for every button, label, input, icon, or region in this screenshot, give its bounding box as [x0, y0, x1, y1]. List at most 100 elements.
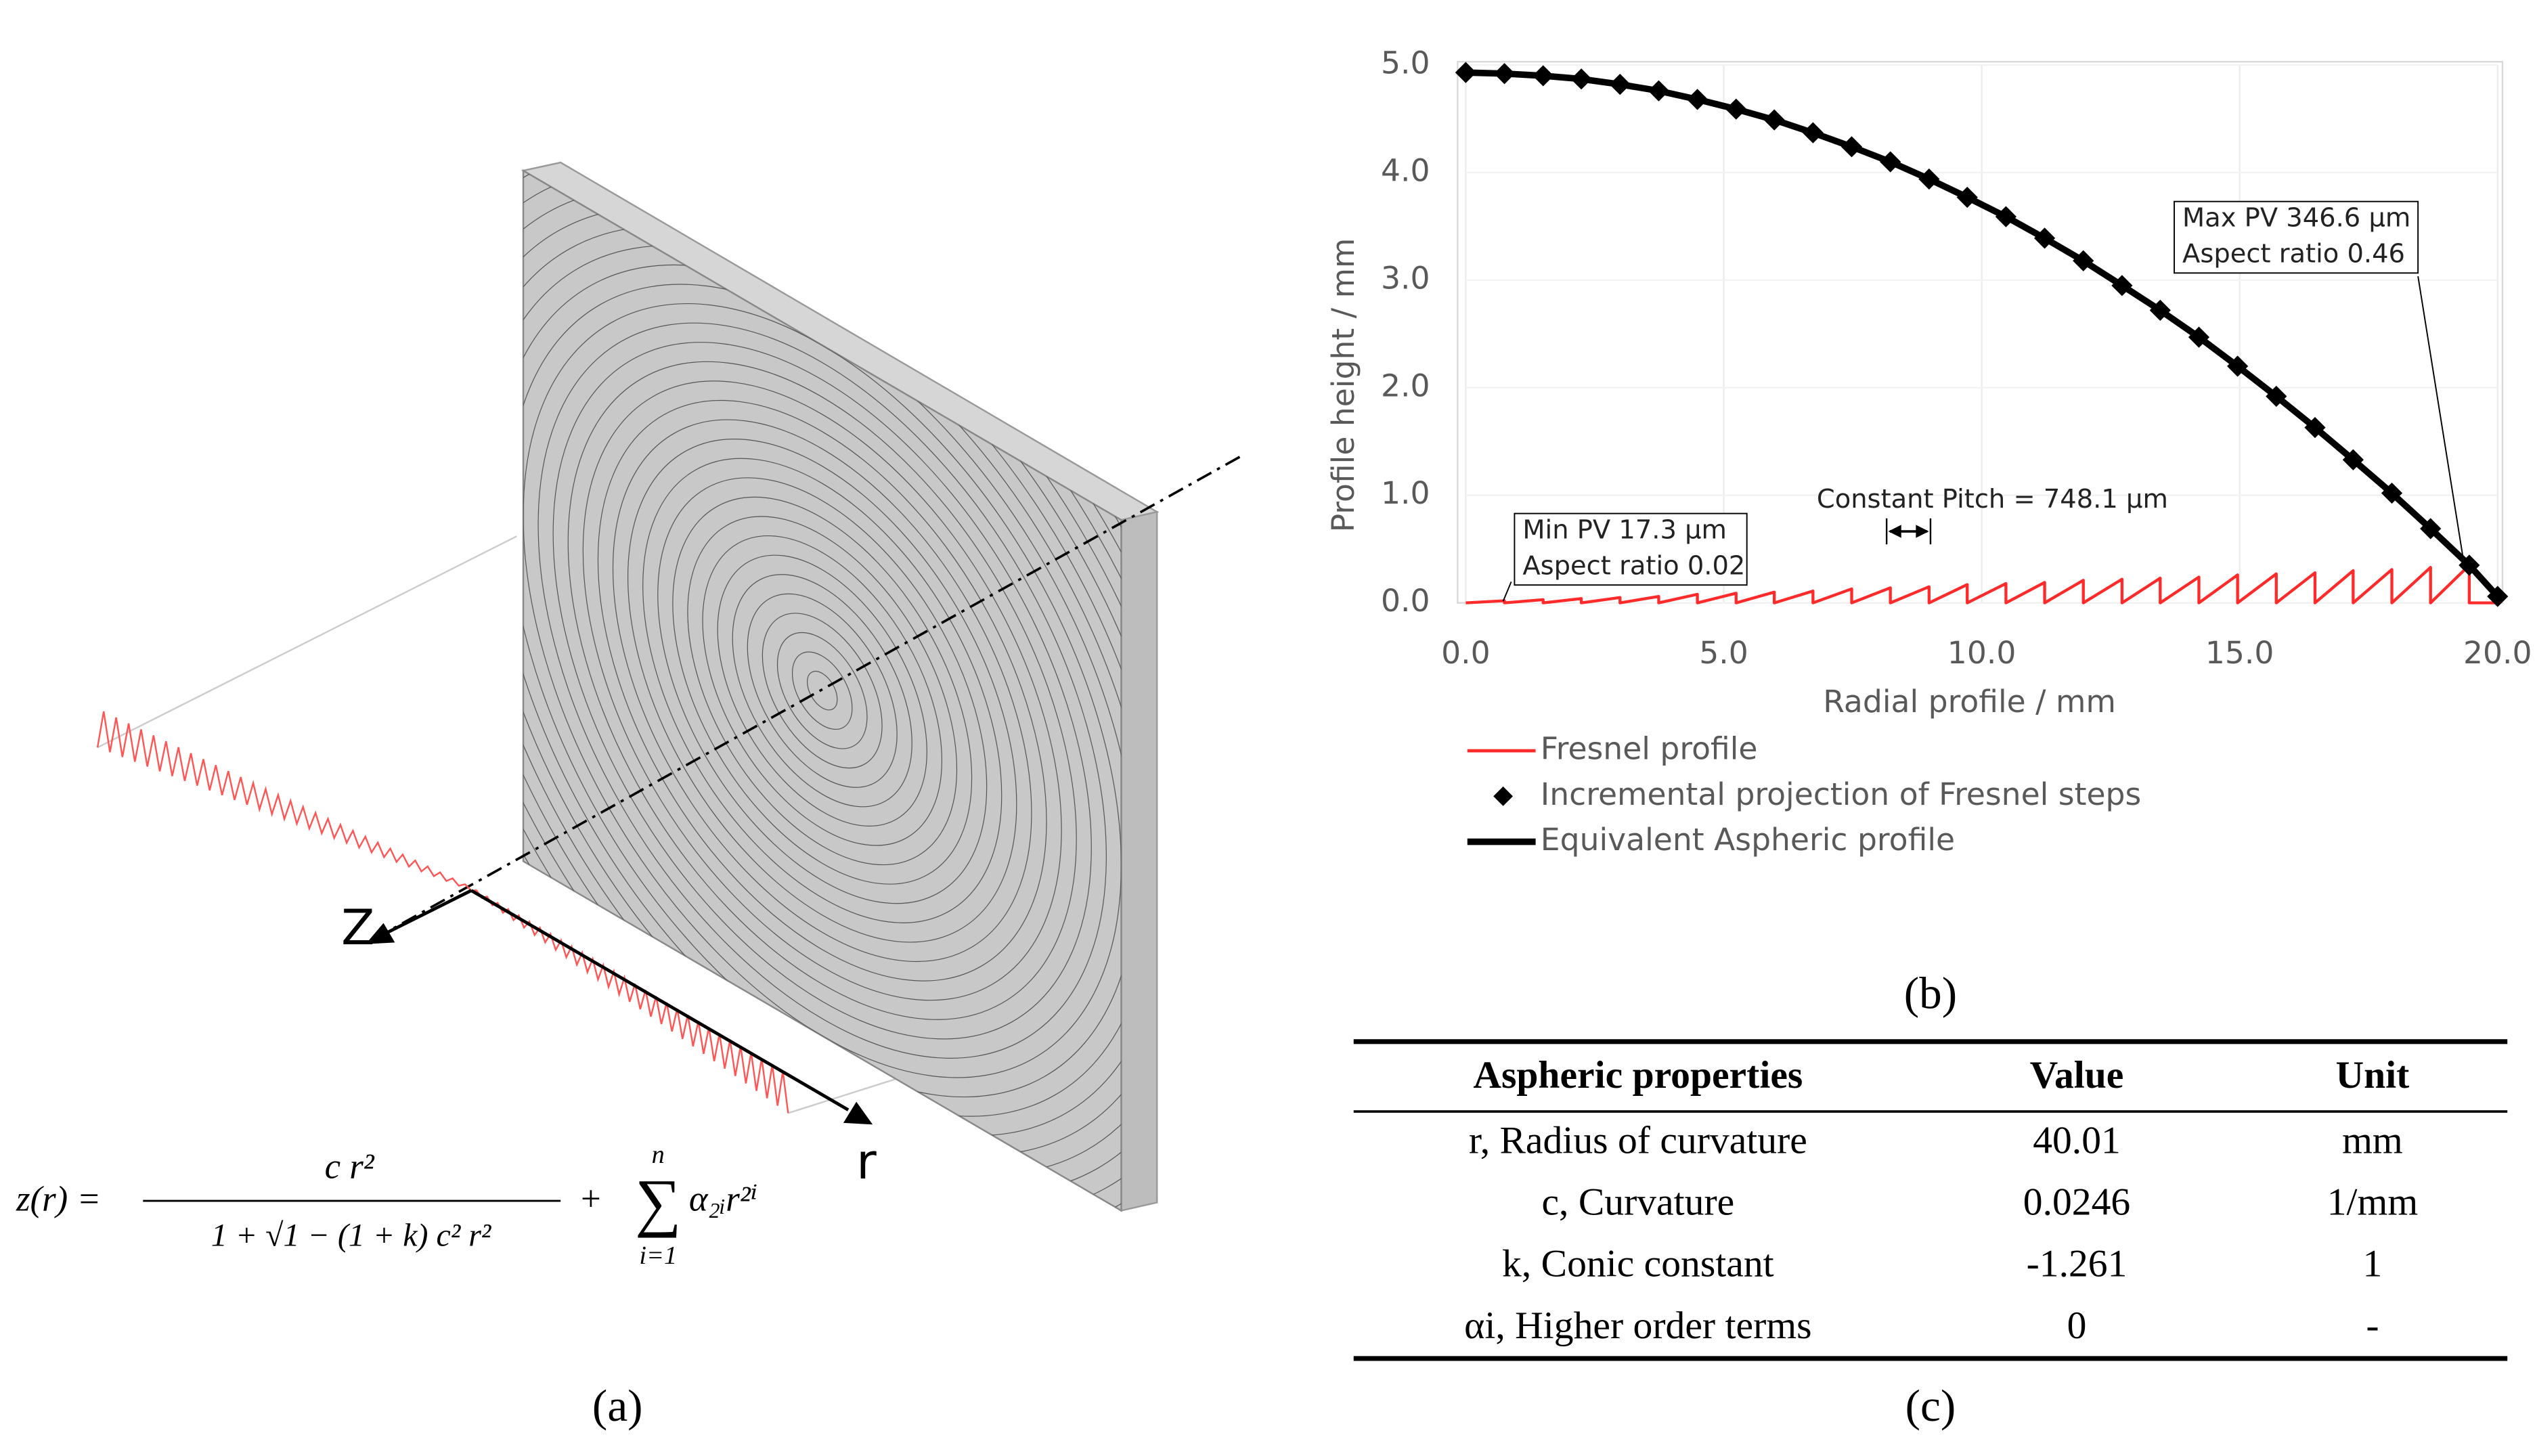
table-cell: k, Conic constant	[1502, 1243, 1774, 1285]
x-axis-label: Radial profile / mm	[1823, 684, 2116, 720]
eq-upper: n	[652, 1141, 665, 1169]
diamond-marker	[1570, 68, 1592, 90]
diamond-marker	[2342, 449, 2364, 470]
fresnel-ring	[793, 638, 852, 743]
table-cell: -	[2366, 1304, 2379, 1347]
diamond-marker	[2111, 275, 2133, 296]
diamond-marker	[2033, 227, 2056, 249]
table-cell: 0.0246	[2023, 1181, 2130, 1224]
table-cell: αi, Higher order terms	[1464, 1304, 1811, 1347]
eq-term: α₂ᵢr²ⁱ	[689, 1180, 757, 1219]
fresnel-ring	[747, 560, 897, 820]
annotation-text: Max PV 346.6 µm	[2182, 203, 2410, 234]
eq-numerator: c r²	[325, 1147, 375, 1187]
x-tick-label: 10.0	[1947, 635, 2016, 671]
diamond-marker	[2149, 299, 2171, 321]
table-header: Aspheric properties	[1473, 1054, 1803, 1097]
fresnel-ring	[643, 378, 1002, 1002]
fresnel-ring	[553, 223, 1091, 1159]
equation: z(r) = c r² 1 + √1 − (1 + k) c² r² + ∑ n…	[16, 1141, 757, 1270]
fresnel-ring	[703, 483, 942, 899]
y-tick-label: 4.0	[1381, 152, 1430, 188]
annotation-box	[2174, 200, 2419, 274]
fresnel-ring	[598, 301, 1046, 1080]
fresnel-ring	[688, 457, 957, 925]
table-cell: 1	[2363, 1243, 2383, 1285]
y-tick-label: 5.0	[1381, 45, 1430, 81]
eq-sum: ∑	[635, 1166, 681, 1238]
diamond-marker	[2188, 326, 2210, 348]
fresnel-ring	[777, 613, 867, 768]
table-cell: 1/mm	[2327, 1181, 2418, 1224]
y-tick-label: 0.0	[1381, 583, 1430, 619]
fresnel-ring	[613, 327, 1032, 1055]
leader-line	[1502, 581, 1512, 602]
diamond-marker	[1918, 168, 1940, 190]
legend-label: Fresnel profile	[1541, 731, 1758, 767]
diamond-marker	[1648, 80, 1670, 102]
diamond-marker	[1840, 136, 1863, 158]
eq-denominator: 1 + √1 − (1 + k) c² r²	[211, 1217, 492, 1253]
diamond-marker	[2381, 482, 2403, 504]
annotation-text: Constant Pitch = 748.1 µm	[1817, 484, 2168, 514]
table-cell: c, Curvature	[1541, 1181, 1734, 1224]
diamond-marker	[1763, 109, 1785, 131]
legend-label: Equivalent Aspheric profile	[1541, 822, 1955, 858]
fresnel-ring	[568, 248, 1076, 1132]
eq-plus: +	[579, 1180, 603, 1219]
fresnel-ring	[762, 587, 882, 795]
aspheric-line	[1465, 69, 2500, 599]
diamond-marker	[2487, 586, 2509, 607]
fresnel-ring	[658, 405, 987, 977]
diamond-marker	[1687, 89, 1709, 110]
eq-lhs: z(r) =	[16, 1180, 101, 1219]
diamond-marker	[1802, 122, 1824, 144]
diamond-marker	[2266, 385, 2287, 407]
diamond-marker	[1725, 98, 1747, 120]
diamond-marker	[2073, 250, 2094, 271]
fresnel-ring	[538, 196, 1106, 1185]
y-axis-label: Profile height / mm	[1325, 238, 1361, 533]
axis-label: Z	[341, 899, 374, 956]
annotation-text: Aspect ratio 0.02	[1522, 550, 1745, 581]
fresnel-ring	[673, 431, 972, 950]
table-cell: 0	[2067, 1304, 2087, 1347]
axis-label: r	[856, 1133, 877, 1190]
fresnel-ring	[732, 535, 912, 847]
chart: 0.0 5.0 10.0 15.0 20.0 0.0 1.0 2.0 3.0 4.0 5.0 Fres…	[1381, 45, 2532, 858]
pitch-head	[1916, 525, 1929, 538]
annotation-text: Min PV 17.3 µm	[1522, 515, 1727, 546]
diamond-marker	[1533, 65, 1554, 87]
caption: (c)	[1905, 1380, 1956, 1431]
table-header: Unit	[2336, 1054, 2410, 1097]
y-tick-label: 3.0	[1381, 260, 1430, 296]
x-tick-label: 20.0	[2463, 635, 2532, 671]
caption: (a)	[592, 1380, 643, 1431]
fresnel-line	[1465, 563, 2498, 604]
table-cell: -1.261	[2027, 1243, 2128, 1285]
fresnel-ring	[523, 171, 1121, 1210]
annotation-box	[1514, 512, 1748, 586]
y-tick-label: 2.0	[1381, 368, 1430, 403]
x-tick-label: 15.0	[2205, 635, 2274, 671]
annotation-text: Aspect ratio 0.46	[2182, 238, 2405, 269]
diamond-marker	[1493, 63, 1516, 85]
pitch-head	[1888, 525, 1901, 538]
fresnel-ring	[808, 665, 837, 717]
table-cell: r, Radius of curvature	[1469, 1119, 1807, 1162]
x-tick-label: 5.0	[1699, 635, 1748, 671]
diamond-marker	[1455, 62, 1476, 83]
legend-marker	[1493, 786, 1513, 806]
table-cell: 40.01	[2033, 1119, 2121, 1162]
diamond-marker	[1956, 186, 1978, 208]
fresnel-ring	[583, 275, 1061, 1107]
caption: (b)	[1904, 967, 1957, 1018]
table: Aspheric properties Value Unit r, Radius of…	[1353, 1039, 2508, 1361]
diamond-marker	[1609, 74, 1631, 95]
fresnel-ring	[718, 508, 927, 873]
leader-line	[2417, 275, 2465, 561]
legend-label: Incremental projection of Fresnel steps	[1541, 776, 2141, 812]
diamond-marker	[1880, 151, 1901, 173]
x-tick-label: 0.0	[1441, 635, 1491, 671]
